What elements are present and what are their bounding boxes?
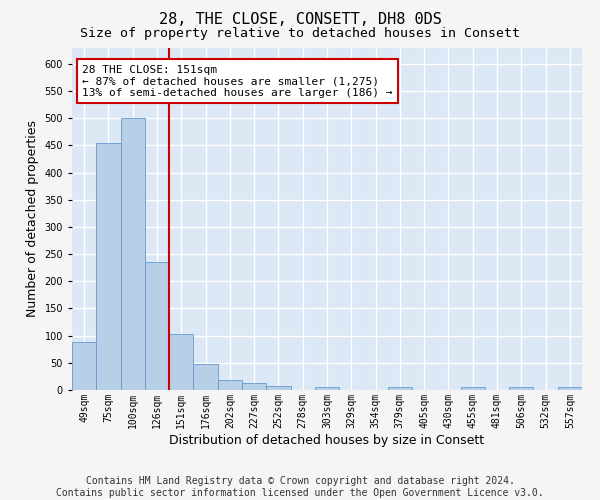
Bar [558,388,582,390]
Bar [96,142,121,390]
Bar [509,388,533,390]
Text: 28 THE CLOSE: 151sqm
← 87% of detached houses are smaller (1,275)
13% of semi-de: 28 THE CLOSE: 151sqm ← 87% of detached h… [82,64,392,98]
X-axis label: Distribution of detached houses by size in Consett: Distribution of detached houses by size … [169,434,485,446]
Bar [121,118,145,390]
Bar [193,364,218,390]
Bar [169,334,193,390]
Bar [266,386,290,390]
Bar [72,342,96,390]
Bar [315,388,339,390]
Bar [461,388,485,390]
Y-axis label: Number of detached properties: Number of detached properties [26,120,39,318]
Bar [145,262,169,390]
Bar [218,380,242,390]
Text: 28, THE CLOSE, CONSETT, DH8 0DS: 28, THE CLOSE, CONSETT, DH8 0DS [158,12,442,28]
Bar [388,388,412,390]
Bar [242,384,266,390]
Text: Size of property relative to detached houses in Consett: Size of property relative to detached ho… [80,28,520,40]
Text: Contains HM Land Registry data © Crown copyright and database right 2024.
Contai: Contains HM Land Registry data © Crown c… [56,476,544,498]
